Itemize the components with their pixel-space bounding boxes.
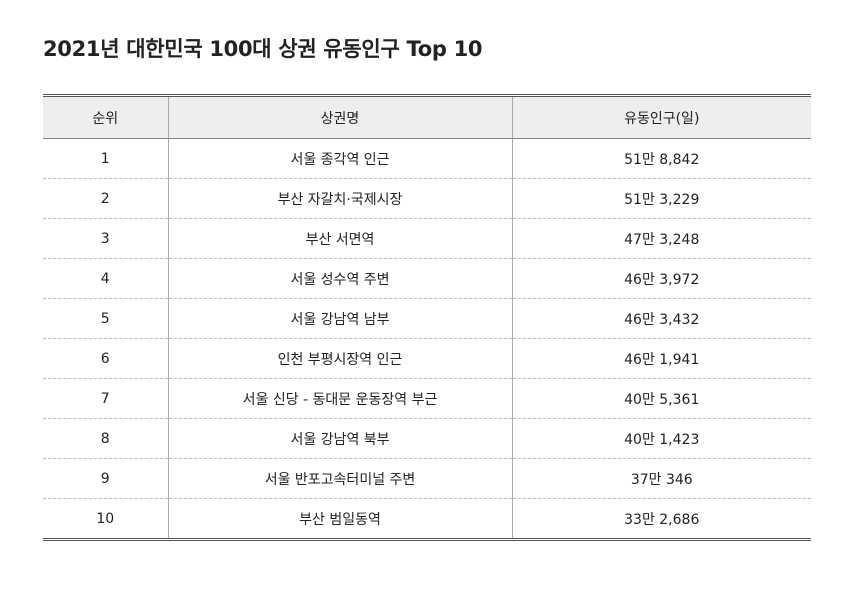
rank-cell: 3 [43,218,168,259]
table-row: 1 서울 종각역 인근 51만 8,842 [43,138,811,179]
ranking-table-container: 순위 상권명 유동인구(일) 1 서울 종각역 인근 51만 8,842 2 부… [43,94,811,541]
table-row: 2 부산 자갈치·국제시장 51만 3,229 [43,178,811,219]
district-cell: 인천 부평시장역 인근 [167,338,512,379]
table-row: 9 서울 반포고속터미널 주변 37만 346 [43,458,811,499]
population-cell: 40만 5,361 [511,378,811,419]
district-cell: 서울 반포고속터미널 주변 [167,458,512,499]
district-cell: 서울 종각역 인근 [167,138,512,179]
rank-cell: 10 [96,510,115,527]
rank-cell: 5 [43,298,168,339]
population-cell: 51만 8,842 [511,138,811,179]
population-cell: 46만 3,432 [511,298,811,339]
table-body: 1 서울 종각역 인근 51만 8,842 2 부산 자갈치·국제시장 51만 … [43,138,811,538]
population-cell: 33만 2,686 [511,498,811,538]
district-cell: 서울 신당 - 동대문 운동장역 부근 [167,378,512,419]
rank-cell: 8 [43,418,168,459]
district-cell: 부산 서면역 [167,218,512,259]
table-header: 순위 상권명 유동인구(일) [43,97,811,139]
rank-cell: 2 [43,178,168,219]
rank-cell: 4 [43,258,168,299]
rank-cell: 9 [43,458,168,499]
population-cell: 51만 3,229 [511,178,811,219]
population-cell: 40만 1,423 [511,418,811,459]
table-row: 4 서울 성수역 주변 46만 3,972 [43,258,811,299]
population-cell: 47만 3,248 [511,218,811,259]
district-cell: 부산 범일동역 [167,498,512,538]
district-cell: 서울 성수역 주변 [167,258,512,299]
ranking-table: 순위 상권명 유동인구(일) 1 서울 종각역 인근 51만 8,842 2 부… [43,97,811,538]
header-district: 상권명 [167,97,512,139]
district-cell: 부산 자갈치·국제시장 [167,178,512,219]
rank-cell: 1 [43,138,168,179]
table-row: 7 서울 신당 - 동대문 운동장역 부근 40만 5,361 [43,378,811,419]
table-row: 5 서울 강남역 남부 46만 3,432 [43,298,811,339]
district-cell: 서울 강남역 북부 [167,418,512,459]
header-row: 순위 상권명 유동인구(일) [43,97,811,139]
population-cell: 37만 346 [511,458,811,499]
table-row: 3 부산 서면역 47만 3,248 [43,218,811,259]
page-title: 2021년 대한민국 100대 상권 유동인구 Top 10 [43,37,483,61]
table-row: 10 부산 범일동역 33만 2,686 [43,498,811,538]
rank-cell: 6 [43,338,168,379]
table-row: 8 서울 강남역 북부 40만 1,423 [43,418,811,459]
header-floating-population: 유동인구(일) [511,97,811,139]
rank-cell: 7 [43,378,168,419]
table-row: 6 인천 부평시장역 인근 46만 1,941 [43,338,811,379]
population-cell: 46만 1,941 [511,338,811,379]
population-cell: 46만 3,972 [511,258,811,299]
district-cell: 서울 강남역 남부 [167,298,512,339]
header-rank: 순위 [43,97,168,139]
